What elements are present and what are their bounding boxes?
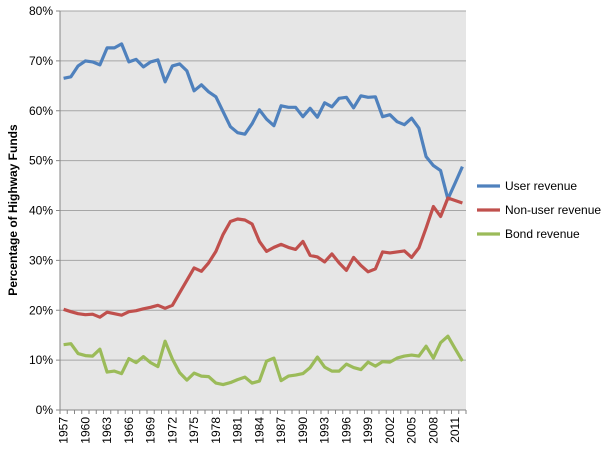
x-tick-label: 1999 (361, 417, 375, 444)
x-tick-label: 1996 (339, 417, 353, 444)
y-tick-label: 60% (29, 104, 53, 118)
x-tick-label: 2005 (405, 417, 419, 444)
y-tick-label: 50% (29, 154, 53, 168)
series-line-non-user-revenue (63, 196, 463, 319)
y-tick-label: 20% (29, 303, 53, 317)
legend-label: Non-user revenue (505, 203, 601, 217)
x-tick-label: 1990 (296, 417, 310, 444)
x-tick-label: 2008 (426, 417, 440, 444)
x-tick-label: 1966 (122, 417, 136, 444)
series-line-user-revenue (63, 42, 464, 201)
series-line-bond-revenue (63, 334, 464, 387)
y-tick-label: 70% (29, 54, 53, 68)
x-tick-label: 1957 (57, 417, 71, 444)
x-tick-label: 1963 (100, 417, 114, 444)
y-tick-label: 0% (36, 403, 54, 417)
x-tick-label: 1981 (231, 417, 245, 444)
x-tick-label: 1975 (187, 417, 201, 444)
x-tick-label: 1960 (78, 417, 92, 444)
x-tick-label: 1984 (252, 417, 266, 444)
x-tick-label: 1969 (144, 417, 158, 444)
legend-label: Bond revenue (505, 227, 580, 241)
y-tick-label: 30% (29, 253, 53, 267)
x-tick-label: 1972 (165, 417, 179, 444)
x-tick-label: 1978 (209, 417, 223, 444)
x-tick-label: 2011 (448, 417, 462, 443)
y-axis-title: Percentage of Highway Funds (6, 124, 20, 296)
x-tick-label: 2002 (383, 417, 397, 444)
y-tick-label: 40% (29, 204, 53, 218)
x-tick-label: 1993 (318, 417, 332, 444)
legend-label: User revenue (505, 179, 577, 193)
y-tick-label: 10% (29, 353, 53, 367)
y-tick-label: 80% (29, 4, 53, 18)
x-tick-label: 1987 (274, 417, 288, 444)
